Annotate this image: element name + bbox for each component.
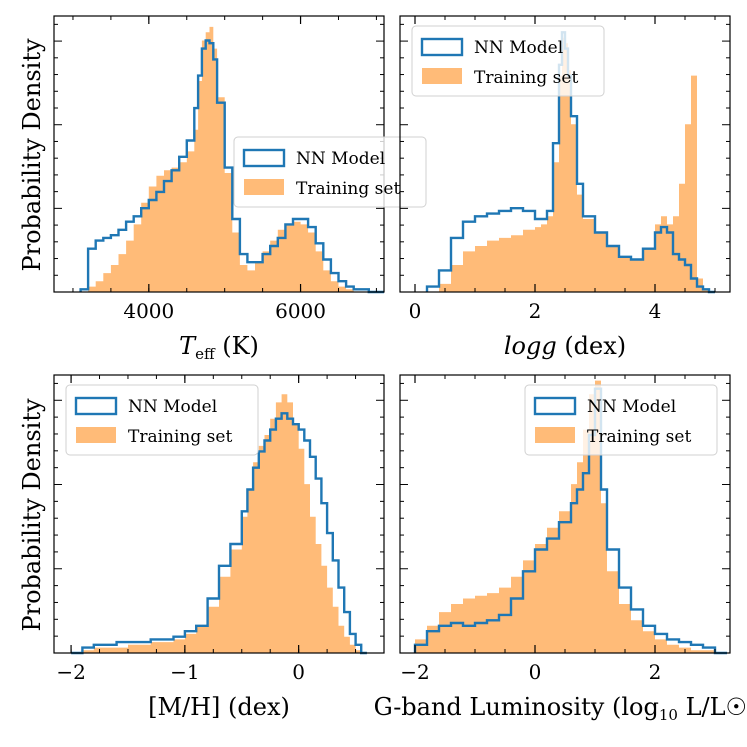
x-tick-label: 4 bbox=[649, 299, 662, 323]
legend-training-swatch bbox=[422, 68, 462, 84]
legend-training-label: Training set bbox=[587, 427, 691, 447]
ylabel-bottom-left: Probability Density bbox=[18, 398, 46, 632]
legend: NN Model Training set bbox=[411, 25, 605, 97]
panel-top-left: 4000 6000 Teff (K) NN Model Training set bbox=[53, 15, 427, 363]
legend-model-label: NN Model bbox=[296, 149, 385, 169]
x-axis-label-main: [M/H] bbox=[148, 693, 220, 721]
legend-training-swatch bbox=[244, 179, 284, 195]
legend-training-label: Training set bbox=[296, 179, 400, 199]
legend-training-swatch bbox=[76, 427, 116, 443]
x-axis-label-main: logg bbox=[504, 332, 557, 360]
nn-model-hist bbox=[71, 412, 367, 655]
x-tick-label: −2 bbox=[56, 660, 85, 684]
legend-model-label: NN Model bbox=[587, 397, 676, 417]
legend-training-swatch bbox=[535, 427, 575, 443]
training-set-hist bbox=[71, 394, 367, 653]
x-axis-label-sub: eff bbox=[195, 345, 216, 363]
x-tick-label: −2 bbox=[400, 660, 429, 684]
nn-model-hist bbox=[425, 31, 715, 294]
x-axis-label-unit: (dex) bbox=[220, 693, 289, 721]
x-tick-label: 0 bbox=[529, 660, 542, 684]
x-axis-label-sub: 10 bbox=[659, 706, 678, 724]
x-tick-label: −1 bbox=[170, 660, 199, 684]
x-axis-label: [M/H] (dex) bbox=[148, 693, 290, 721]
x-axis-label-unit: L/L☉) bbox=[678, 693, 747, 721]
legend-model-swatch bbox=[420, 37, 464, 57]
nn-model-hist bbox=[413, 387, 727, 655]
panel-bottom-right: −2 0 2 G-band Luminosity (log10 L/L☉) NN Mod… bbox=[374, 374, 747, 724]
x-axis-label: logg (dex) bbox=[504, 332, 626, 360]
x-axis-label-unit: (dex) bbox=[557, 332, 626, 360]
x-tick-label: 2 bbox=[529, 299, 542, 323]
x-tick-label: 4000 bbox=[123, 299, 174, 323]
legend: NN Model Training set bbox=[233, 136, 427, 208]
x-axis-label-main: G-band Luminosity (log bbox=[374, 693, 659, 721]
x-axis-label: Teff (K) bbox=[179, 332, 259, 363]
x-tick-label: 0 bbox=[292, 660, 305, 684]
training-set-hist bbox=[427, 37, 715, 293]
legend: NN Model Training set bbox=[65, 384, 259, 456]
axes-frame bbox=[53, 374, 385, 654]
legend-model-swatch bbox=[533, 396, 577, 416]
x-tick-label: 0 bbox=[409, 299, 422, 323]
legend-model-label: NN Model bbox=[128, 397, 217, 417]
legend-model-swatch bbox=[74, 396, 118, 416]
x-axis-label-unit: (K) bbox=[215, 332, 259, 360]
x-tick-label: 6000 bbox=[275, 299, 326, 323]
legend-training-label: Training set bbox=[474, 68, 578, 88]
ylabel-top-left: Probability Density bbox=[18, 38, 46, 272]
panel-top-right: 0 2 4 logg (dex) NN Model Training set bbox=[399, 15, 731, 360]
x-axis-label-main: T bbox=[179, 332, 197, 360]
x-axis-label: G-band Luminosity (log10 L/L☉) bbox=[374, 693, 747, 724]
legend-model-swatch bbox=[242, 148, 286, 168]
legend-training-label: Training set bbox=[128, 427, 232, 447]
training-set-hist bbox=[80, 26, 384, 293]
nn-model-hist bbox=[79, 39, 384, 294]
x-tick-label: 2 bbox=[649, 660, 662, 684]
legend-model-label: NN Model bbox=[474, 38, 563, 58]
legend: NN Model Training set bbox=[524, 384, 718, 456]
